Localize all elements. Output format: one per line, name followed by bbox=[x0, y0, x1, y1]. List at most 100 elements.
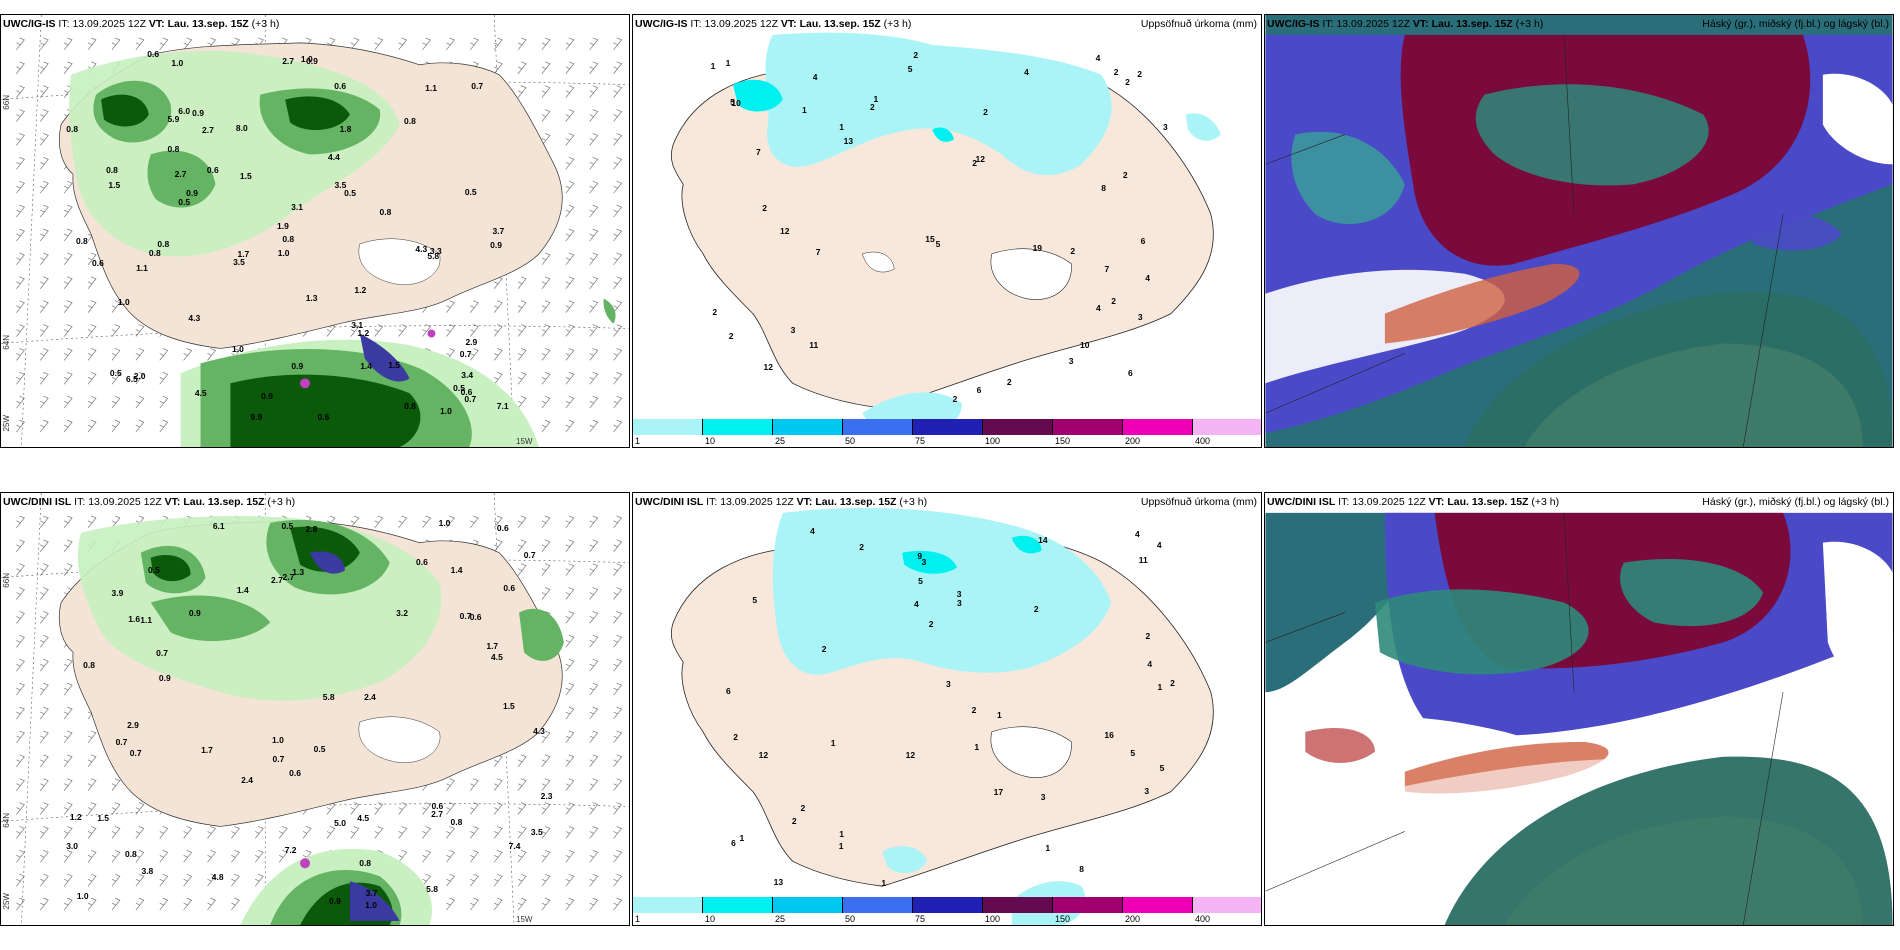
value-label: 4 bbox=[1134, 529, 1140, 540]
value-label: 5 bbox=[752, 595, 758, 606]
value-label: 4 bbox=[1095, 303, 1101, 314]
value-label: 1 bbox=[881, 877, 887, 888]
value-label: 10 bbox=[731, 97, 741, 108]
lat-label-66: 66N bbox=[2, 573, 11, 588]
value-label: 2 bbox=[821, 643, 827, 654]
value-label: 0.7 bbox=[129, 747, 142, 758]
value-label: 1 bbox=[725, 58, 731, 69]
colorbar-tick: 400 bbox=[1195, 436, 1211, 446]
value-label: 1.3 bbox=[305, 293, 318, 304]
value-label: 2.8 bbox=[305, 523, 318, 534]
value-label: 4 bbox=[1095, 53, 1101, 64]
colorbar-swatch bbox=[1053, 897, 1123, 913]
value-label: 3 bbox=[1144, 785, 1150, 796]
value-label: 16 bbox=[1104, 730, 1114, 741]
value-label: 1.8 bbox=[339, 124, 352, 135]
value-label: 2 bbox=[859, 541, 864, 552]
value-label: 7 bbox=[815, 246, 821, 257]
value-label: 3 bbox=[946, 679, 951, 690]
value-label: 4.5 bbox=[357, 812, 370, 823]
value-label: 2 bbox=[1111, 295, 1116, 306]
value-label: 12 bbox=[763, 362, 773, 373]
value-label: 1 bbox=[838, 840, 844, 851]
value-label: 2 bbox=[791, 815, 797, 826]
value-label: 3 bbox=[1068, 355, 1074, 366]
value-label: 3.1 bbox=[291, 201, 303, 212]
value-label: 7.4 bbox=[508, 840, 521, 851]
colorbar-swatch bbox=[703, 897, 773, 913]
colorbar-tick: 200 bbox=[1125, 436, 1141, 446]
value-label: 4 bbox=[1147, 659, 1153, 670]
value-label: 0.8 bbox=[404, 401, 416, 412]
panel-subtitle-cloud: Háský (gr.), miðský (fj.bl.) og lágský (… bbox=[1702, 496, 1889, 508]
value-label: 4.5 bbox=[194, 387, 207, 398]
value-label: 1.0 bbox=[365, 900, 377, 911]
map-precip-wind-bottom bbox=[1, 493, 629, 925]
panel-title: UWC/IG-IS IT: 13.09.2025 12Z VT: Lau. 13… bbox=[635, 18, 912, 30]
value-label: 8.0 bbox=[235, 123, 248, 134]
value-label: 4.3 bbox=[533, 726, 545, 737]
colorbar-tick: 10 bbox=[705, 914, 716, 924]
value-label: 12 bbox=[779, 225, 790, 236]
value-label: 1.6 bbox=[128, 614, 141, 625]
colorbar-tick: 1 bbox=[635, 914, 641, 924]
value-label: 7 bbox=[756, 147, 761, 158]
value-label: 4.5 bbox=[491, 651, 503, 662]
value-label: 1.0 bbox=[440, 405, 452, 416]
value-label: 1.7 bbox=[237, 248, 250, 259]
colorbar-tick: 75 bbox=[915, 436, 926, 446]
value-label: 6 bbox=[731, 838, 736, 849]
value-label: 1 bbox=[873, 93, 879, 104]
value-label: 13 bbox=[843, 136, 854, 147]
value-label: 6.0 bbox=[178, 106, 191, 117]
value-label: 2 bbox=[712, 307, 718, 318]
value-label: 0.5 bbox=[178, 196, 191, 207]
panel-subtitle-cloud: Háský (gr.), miðský (fj.bl.) og lágský (… bbox=[1702, 18, 1889, 30]
value-label: 3.1 bbox=[351, 319, 364, 330]
lat-label-66: 66N bbox=[2, 95, 11, 110]
lat-label-64: 64N bbox=[2, 335, 11, 350]
value-label: 0.7 bbox=[459, 348, 472, 359]
value-label: 1.0 bbox=[171, 57, 184, 68]
colorbar-swatch bbox=[983, 419, 1053, 435]
value-label: 13 bbox=[773, 877, 784, 888]
colorbar-swatch bbox=[773, 419, 843, 435]
value-label: 2 bbox=[971, 705, 977, 716]
value-label: 6 bbox=[725, 686, 731, 697]
value-label: 5 bbox=[1159, 762, 1165, 773]
value-label: 3.7 bbox=[492, 225, 505, 236]
value-label: 0.6 bbox=[317, 411, 330, 422]
value-label: 1.5 bbox=[239, 171, 252, 182]
value-label: 1.0 bbox=[117, 297, 130, 308]
value-label: 0.8 bbox=[83, 659, 95, 670]
value-label: 8 bbox=[1079, 863, 1085, 874]
value-label: 1.1 bbox=[136, 263, 148, 274]
value-label: 0.9 bbox=[329, 896, 341, 907]
value-label: 5.8 bbox=[427, 251, 440, 262]
value-label: 4 bbox=[812, 72, 818, 83]
panel-top-mid-accum-precip: UWC/IG-IS IT: 13.09.2025 12Z VT: Lau. 13… bbox=[632, 14, 1262, 448]
value-label: 1.5 bbox=[388, 359, 401, 370]
value-label: 4 bbox=[1145, 272, 1150, 283]
panel-bottom-left-precip-wind: UWC/DINI ISL IT: 13.09.2025 12Z VT: Lau.… bbox=[0, 492, 630, 926]
value-label: 1 bbox=[839, 121, 845, 132]
colorbar-tick: 200 bbox=[1125, 914, 1141, 924]
colorbar-swatch bbox=[773, 897, 843, 913]
value-label: 9 bbox=[917, 550, 923, 561]
colorbar-swatch bbox=[1123, 419, 1193, 435]
value-label: 0.8 bbox=[167, 144, 180, 155]
value-label: 14 bbox=[1038, 535, 1048, 546]
value-label: 9.9 bbox=[250, 412, 263, 423]
value-label: 0.8 bbox=[157, 238, 170, 249]
panel-title: UWC/DINI ISL IT: 13.09.2025 12Z VT: Lau.… bbox=[1267, 496, 1560, 508]
panel-subtitle-precip: Uppsöfnuð úrkoma (mm) bbox=[1140, 496, 1257, 508]
colorbar-tick: 400 bbox=[1195, 914, 1211, 924]
value-label: 3.8 bbox=[141, 866, 154, 877]
value-label: 2 bbox=[733, 732, 739, 743]
value-label: 1.0 bbox=[438, 518, 451, 529]
colorbar-swatch bbox=[983, 897, 1053, 913]
value-label: 1 bbox=[839, 829, 844, 840]
value-label: 1 bbox=[739, 832, 745, 843]
value-label: 10 bbox=[1080, 339, 1090, 350]
value-label: 1 bbox=[1157, 682, 1163, 692]
